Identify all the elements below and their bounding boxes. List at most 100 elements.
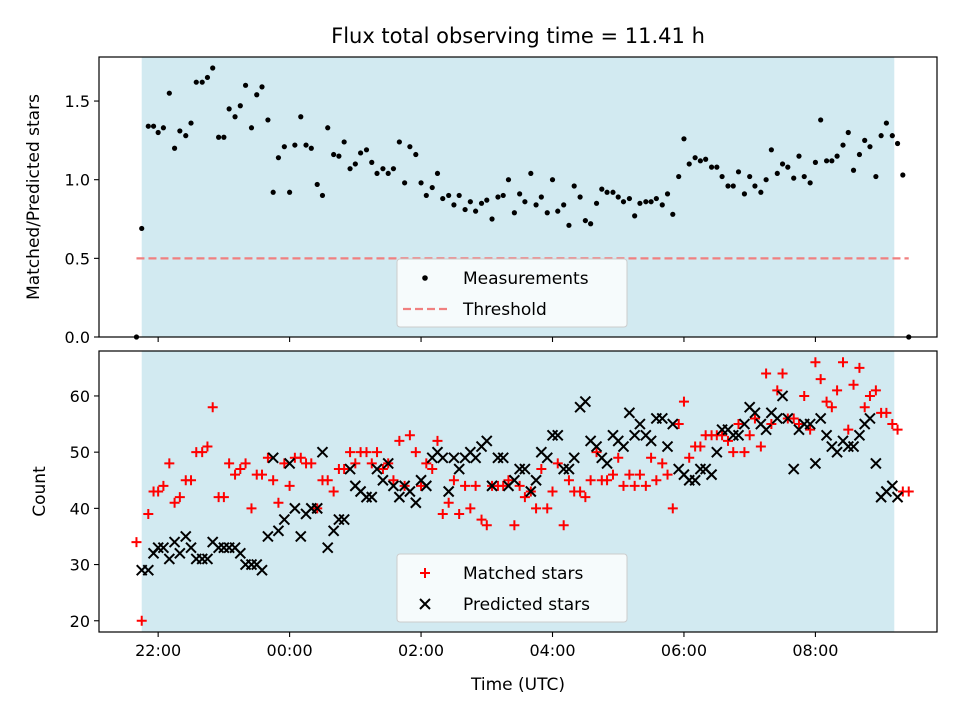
data-point <box>201 553 214 565</box>
data-point <box>498 480 509 491</box>
data-point <box>604 189 610 195</box>
legend-marker <box>419 598 431 610</box>
data-point <box>892 424 903 435</box>
data-point <box>272 525 285 537</box>
data-point <box>289 502 301 515</box>
data-point <box>538 194 544 200</box>
data-point <box>793 419 804 430</box>
data-point <box>440 195 446 202</box>
data-point <box>714 164 720 170</box>
data-point <box>303 142 309 148</box>
data-point <box>481 520 492 531</box>
data-point <box>216 134 222 140</box>
data-point <box>697 158 703 164</box>
data-point <box>591 447 602 458</box>
data-point <box>270 189 276 195</box>
data-point <box>834 153 840 159</box>
data-point <box>279 458 290 469</box>
data-point <box>777 368 788 379</box>
data-point <box>199 79 205 85</box>
data-point <box>870 457 882 470</box>
data-point <box>345 447 356 458</box>
data-point <box>177 128 183 134</box>
data-point <box>240 458 251 469</box>
data-point <box>585 475 596 486</box>
data-point <box>402 180 408 186</box>
data-point <box>843 424 854 435</box>
data-point <box>509 520 520 531</box>
x-tick-label: 22:00 <box>135 641 181 660</box>
data-point <box>602 475 613 486</box>
data-point <box>623 407 636 419</box>
data-point <box>193 79 199 85</box>
data-point <box>735 169 742 175</box>
legend-label: Predicted stars <box>463 595 590 615</box>
data-point <box>782 412 794 425</box>
data-point <box>785 164 791 170</box>
count-panel: 20 30 40 50 60 Count 22:00 00:00 02:00 04:00 06:00… <box>30 350 938 660</box>
data-point <box>470 480 481 491</box>
data-point <box>366 491 378 503</box>
data-point <box>634 418 646 430</box>
data-point <box>779 161 786 167</box>
y-tick-label: 1.0 <box>65 171 90 190</box>
chart-title: Flux total observing time = 11.41 h <box>331 24 705 48</box>
data-point <box>656 412 668 425</box>
data-point <box>541 452 553 464</box>
data-point <box>503 475 514 486</box>
ratio-panel: 0.0 0.5 1.0 1.5 Matched/Predicted stars Measu… <box>24 56 938 347</box>
data-point <box>563 475 574 486</box>
data-point <box>832 385 843 396</box>
data-point <box>357 150 364 156</box>
data-point <box>465 503 476 514</box>
data-point <box>891 491 904 503</box>
data-point <box>298 114 304 120</box>
data-point <box>164 458 175 469</box>
data-point <box>226 106 232 112</box>
data-point <box>519 492 530 503</box>
x-tick-label: 02:00 <box>398 641 444 660</box>
data-point <box>394 435 405 446</box>
data-point <box>593 200 600 206</box>
data-point <box>218 492 229 503</box>
data-point <box>847 440 860 453</box>
data-point <box>478 200 485 206</box>
data-point <box>761 368 772 379</box>
data-point <box>432 435 443 446</box>
data-point <box>542 503 553 514</box>
data-point <box>859 402 870 413</box>
data-point <box>845 129 851 136</box>
legend: Matched stars Predicted stars <box>396 553 628 623</box>
data-point <box>505 177 512 183</box>
x-tick-label: 00:00 <box>267 641 313 660</box>
data-point <box>413 151 419 158</box>
data-point <box>791 175 797 181</box>
data-point <box>864 390 875 401</box>
y-axis-label: Count <box>30 466 50 517</box>
data-point <box>717 430 728 441</box>
data-point <box>158 480 169 491</box>
data-point <box>283 457 296 470</box>
data-point <box>169 497 180 508</box>
data-point <box>659 202 665 208</box>
data-point <box>495 194 501 200</box>
data-point <box>246 503 257 514</box>
data-point <box>308 145 314 151</box>
data-point <box>667 418 679 430</box>
data-point <box>749 413 760 424</box>
data-point <box>840 142 846 148</box>
data-point <box>174 547 186 560</box>
data-point <box>234 547 247 560</box>
data-point <box>442 485 455 498</box>
data-point <box>617 440 630 453</box>
data-point <box>776 390 789 402</box>
data-point <box>637 200 643 206</box>
data-point <box>284 480 295 491</box>
data-point <box>339 464 350 475</box>
data-point <box>848 379 859 390</box>
y-tick-label: 30 <box>70 556 90 575</box>
data-point <box>522 199 528 205</box>
data-point <box>273 497 284 508</box>
data-point <box>686 161 692 167</box>
